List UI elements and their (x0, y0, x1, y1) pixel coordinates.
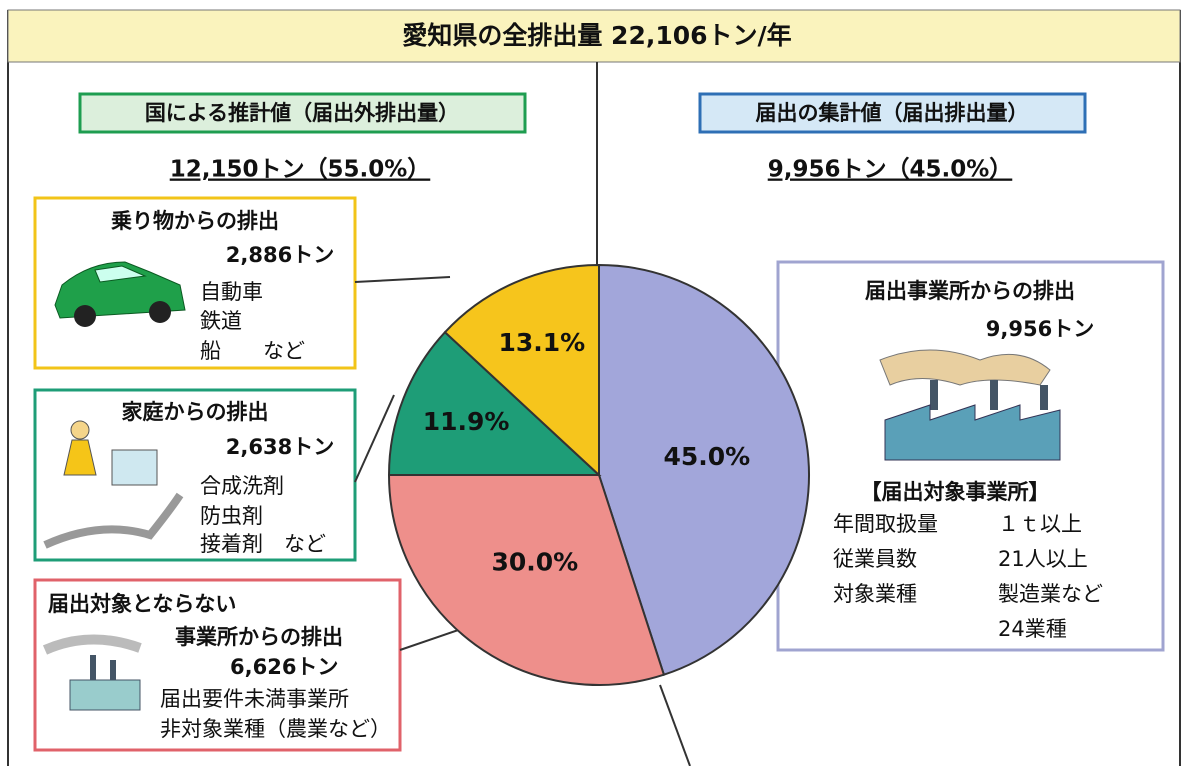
box-item: 鉄道 (200, 309, 242, 333)
box-title: 届出事業所からの排出 (865, 279, 1075, 303)
box-subtitle: 【届出対象事業所】 (861, 480, 1050, 504)
slice-label: 45.0% (663, 442, 750, 471)
box-item: 船 など (200, 339, 305, 363)
box-item: 防虫剤 (200, 504, 263, 528)
box-amount: 2,886トン (226, 243, 334, 267)
box-item: 届出要件未満事業所 (160, 687, 349, 711)
row-label: 従業員数 (833, 547, 917, 571)
box-amount: 9,956トン (986, 317, 1094, 341)
leader-line (355, 277, 450, 282)
row-value: 21人以上 (998, 547, 1088, 571)
slice-label: 30.0% (491, 547, 578, 576)
pie: 45.0% 30.0% 11.9% 13.1% (389, 265, 809, 685)
box-item: 非対象業種（農業など） (160, 717, 391, 741)
right-amount: 9,956トン（45.0%） (768, 156, 1013, 183)
chart-title: 愛知県の全排出量 22,106トン/年 (402, 21, 791, 50)
slice-label: 13.1% (499, 328, 586, 357)
left-amount: 12,150トン（55.0%） (170, 156, 431, 183)
left-header-title: 国による推計値（届出外排出量） (145, 101, 459, 125)
box-item: 自動車 (200, 280, 263, 304)
leader-line (660, 685, 690, 766)
box-title: 家庭からの排出 (122, 400, 269, 424)
row-label: 対象業種 (833, 582, 917, 606)
box-amount: 6,626トン (230, 655, 338, 679)
row-value: １ｔ以上 (998, 512, 1082, 536)
row-value: 製造業など (998, 582, 1103, 606)
box-item: 合成洗剤 (200, 474, 284, 498)
box-title: 乗り物からの排出 (111, 209, 279, 233)
infographic: 愛知県の全排出量 22,106トン/年 国による推計値（届出外排出量） 12,1… (0, 0, 1187, 766)
row-label: 年間取扱量 (833, 512, 938, 536)
box-title: 届出対象とならない (48, 592, 236, 616)
box-title: 事業所からの排出 (175, 625, 343, 649)
slice-label: 11.9% (423, 407, 510, 436)
right-header-title: 届出の集計値（届出排出量） (756, 101, 1029, 125)
box-item: 接着剤 など (200, 532, 326, 556)
row-value: 24業種 (998, 617, 1067, 641)
box-amount: 2,638トン (226, 435, 334, 459)
